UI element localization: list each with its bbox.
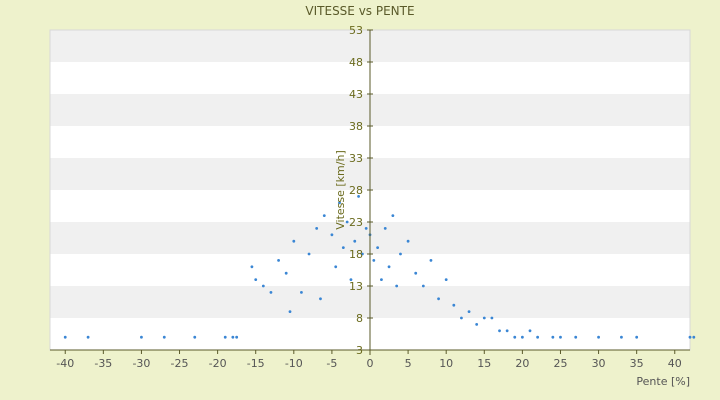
data-point	[414, 271, 418, 275]
data-point	[330, 233, 334, 237]
data-point	[475, 323, 479, 326]
y-tick-label: 23	[349, 216, 363, 229]
data-point	[395, 284, 399, 288]
data-point	[620, 335, 623, 339]
data-point	[284, 271, 288, 275]
data-point	[520, 335, 524, 339]
x-tick-label: 20	[515, 357, 529, 370]
y-tick-label: 33	[349, 152, 363, 165]
data-point	[300, 291, 303, 294]
y-tick-label: 3	[356, 344, 363, 357]
data-point	[162, 335, 166, 339]
data-point	[692, 335, 696, 339]
chart-title: VITESSE vs PENTE	[305, 4, 414, 18]
data-point	[349, 278, 353, 281]
x-tick-label: -30	[132, 357, 150, 370]
data-point	[277, 259, 280, 262]
data-point	[383, 227, 387, 230]
y-tick-label: 53	[349, 24, 363, 37]
data-point	[235, 335, 239, 339]
data-point	[452, 303, 456, 307]
y-tick-label: 28	[349, 184, 363, 197]
data-point	[357, 195, 360, 198]
x-tick-label: -10	[285, 357, 303, 370]
x-tick-label: 40	[668, 357, 682, 370]
data-point	[334, 265, 338, 269]
x-tick-label: 15	[477, 357, 491, 370]
x-axis-label: Pente [%]	[636, 375, 690, 388]
x-tick-label: 35	[630, 357, 644, 370]
x-tick-label: -15	[247, 357, 265, 370]
data-point	[338, 201, 341, 205]
data-point	[387, 265, 391, 269]
data-point	[380, 278, 383, 281]
data-point	[86, 335, 90, 339]
data-point	[482, 316, 486, 320]
data-point	[261, 284, 265, 288]
data-point	[341, 246, 345, 250]
data-point	[597, 335, 600, 339]
data-point	[399, 252, 402, 256]
data-point	[421, 284, 425, 288]
data-point	[269, 291, 273, 294]
data-point	[528, 329, 532, 333]
data-point	[322, 214, 326, 218]
data-point	[513, 335, 517, 339]
data-point	[490, 316, 494, 320]
data-point	[288, 310, 292, 313]
data-point	[372, 259, 376, 262]
data-point	[460, 316, 463, 320]
y-tick-label: 48	[349, 56, 363, 69]
data-point	[391, 214, 395, 218]
data-point	[140, 335, 143, 339]
data-point	[635, 335, 639, 339]
data-point	[223, 335, 227, 339]
x-tick-label: 30	[592, 357, 606, 370]
x-tick-label: 5	[405, 357, 412, 370]
data-point	[315, 227, 319, 230]
data-point	[231, 335, 235, 339]
data-point	[193, 335, 197, 339]
data-point	[559, 335, 562, 339]
data-points	[63, 195, 696, 339]
data-point	[498, 329, 501, 333]
data-point	[467, 310, 471, 313]
x-tick-label: -40	[56, 357, 74, 370]
x-tick-label: 25	[553, 357, 567, 370]
data-point	[250, 265, 254, 269]
data-point	[688, 335, 692, 339]
data-point	[292, 239, 296, 243]
axes: -40 -35 -30 -25 -20 -15 -10 -5 0 5 10 15 20 25 30 35 40 3…	[50, 24, 690, 370]
y-tick-label: 43	[349, 88, 363, 101]
y-tick-label: 38	[349, 120, 363, 133]
data-point	[364, 227, 368, 230]
data-point	[345, 220, 349, 224]
y-tick-label: 8	[356, 312, 363, 325]
x-tick-label: 0	[367, 357, 374, 370]
data-point	[551, 335, 555, 339]
y-axis-label: Vitesse [km/h]	[334, 150, 347, 230]
data-point	[437, 297, 440, 301]
data-point	[574, 335, 578, 339]
data-point	[254, 278, 258, 281]
x-tick-label: -35	[94, 357, 112, 370]
data-point	[319, 297, 322, 301]
data-point	[307, 252, 311, 256]
data-point	[406, 239, 410, 243]
x-tick-label: -20	[209, 357, 227, 370]
data-point	[429, 259, 433, 262]
data-point	[536, 335, 540, 339]
data-point	[353, 239, 357, 243]
x-tick-label: 10	[439, 357, 453, 370]
y-tick-label: 13	[349, 280, 363, 293]
data-point	[63, 335, 67, 339]
data-point	[505, 329, 509, 333]
x-tick-label: -5	[326, 357, 337, 370]
data-point	[376, 246, 380, 250]
y-tick-label: 18	[349, 248, 363, 261]
x-tick-label: -25	[171, 357, 189, 370]
data-point	[444, 278, 448, 281]
data-point	[360, 252, 364, 256]
